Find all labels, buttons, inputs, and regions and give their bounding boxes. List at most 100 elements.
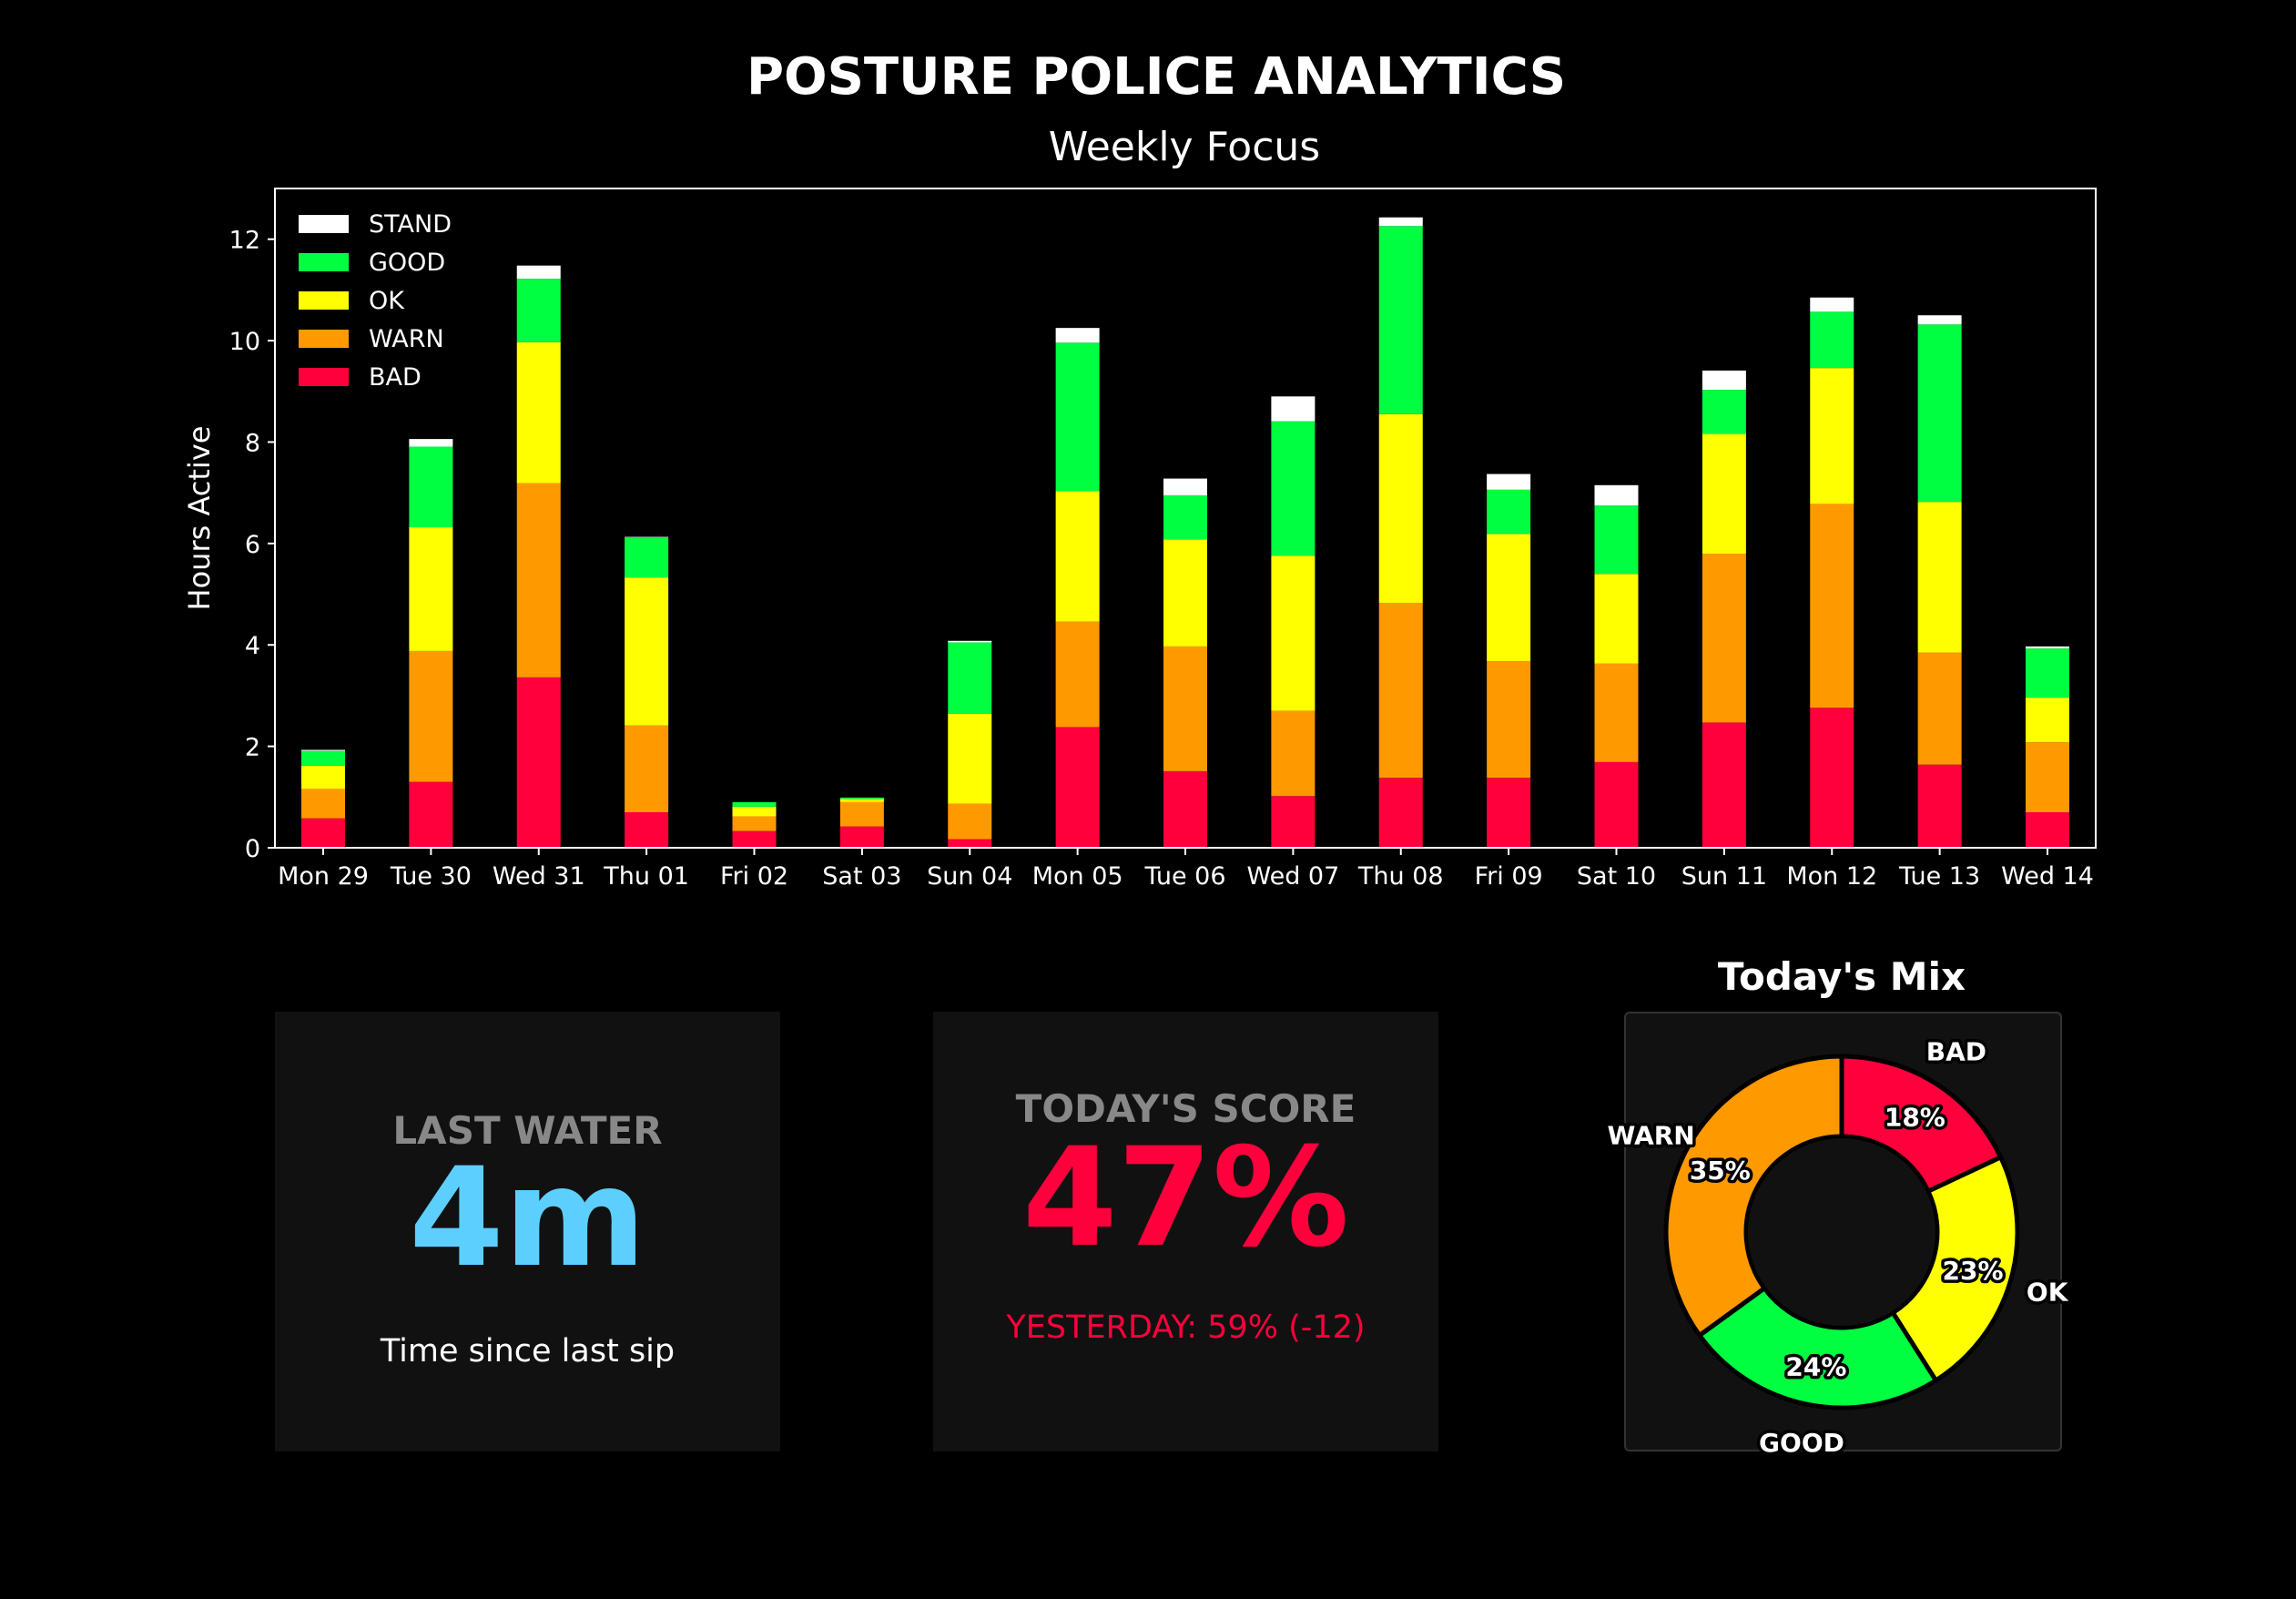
bar-segment-stand — [1702, 370, 1746, 391]
bar-segment-good — [1594, 505, 1639, 575]
donut-category-label: GOOD — [1759, 1428, 1844, 1458]
y-tick-label: 6 — [245, 531, 260, 559]
x-tick-label: Fri 02 — [720, 862, 788, 891]
bar-segment-good — [625, 537, 669, 578]
bar-segment-good — [1917, 324, 1962, 503]
bar-segment-good — [839, 797, 884, 800]
donut-percent-label: 18% — [1885, 1102, 1946, 1132]
bar-segment-ok — [625, 577, 669, 726]
bar-segment-warn — [1702, 553, 1746, 723]
bar-segment-good — [301, 750, 345, 766]
bar-segment-stand — [516, 265, 561, 280]
legend-swatch-bad — [299, 368, 349, 386]
x-tick-label: Mon 29 — [278, 862, 369, 891]
bar-segment-warn — [1487, 661, 1531, 779]
bar-segment-ok — [516, 341, 561, 484]
x-tick-label: Tue 13 — [1898, 862, 1980, 891]
last-water-label: LAST WATER — [392, 1108, 663, 1153]
bar-segment-stand — [1055, 328, 1100, 343]
bar-segment-bad — [409, 781, 453, 848]
yesterday-comparison: YESTERDAY: 59% (-12) — [1006, 1309, 1366, 1346]
bar-segment-ok — [301, 765, 345, 789]
bar-segment-good — [732, 801, 777, 807]
bar-segment-stand — [1163, 478, 1207, 495]
x-tick-label: Wed 14 — [2001, 862, 2094, 891]
bar-segment-bad — [948, 839, 992, 848]
donut-hole — [1748, 1138, 1935, 1326]
bar-segment-ok — [1810, 368, 1854, 504]
bar-segment-stand — [1487, 474, 1531, 490]
bar-segment-stand — [1594, 484, 1639, 506]
legend-label-stand: STAND — [369, 210, 452, 239]
bar-segment-bad — [301, 818, 345, 848]
bar-segment-bad — [1271, 796, 1316, 848]
bar-segment-warn — [839, 801, 884, 827]
bar-segment-good — [409, 446, 453, 528]
y-tick-label: 4 — [245, 632, 260, 660]
today-score-value: 47% — [1021, 1119, 1350, 1278]
donut-percent-label: 24% — [1785, 1351, 1846, 1381]
bar-segment-good — [1163, 494, 1207, 540]
plot-frame — [274, 188, 2097, 849]
bar-segment-ok — [1702, 433, 1746, 554]
today-score-label: TODAY'S SCORE — [1015, 1086, 1356, 1131]
bar-segment-bad — [732, 830, 777, 848]
bar-segment-warn — [1378, 603, 1423, 779]
x-tick-label: Wed 31 — [493, 862, 585, 891]
legend-label-bad: BAD — [369, 363, 422, 392]
bar-segment-ok — [2026, 698, 2069, 743]
bar-segment-warn — [516, 483, 561, 677]
x-tick-label: Mon 05 — [1032, 862, 1123, 891]
x-tick-label: Tue 30 — [390, 862, 472, 891]
bar-segment-bad — [1917, 764, 1962, 848]
x-tick-label: Sun 11 — [1681, 862, 1767, 891]
bar-segment-good — [2026, 648, 2069, 698]
last-water-value: 4m — [409, 1139, 646, 1298]
stacked-bar-chart: Mon 29 Tue 30 Wed 31 Thu 01 Fri 02 Sat 03 Sun … — [182, 188, 2097, 891]
bar-segment-stand — [1810, 297, 1854, 312]
legend-label-good: GOOD — [369, 249, 445, 277]
bar-segment-ok — [1378, 413, 1423, 604]
bar-segment-good — [516, 279, 561, 342]
last-water-card: LAST WATER 4m Time since last sip — [275, 1012, 780, 1451]
bar-segment-bad — [839, 826, 884, 848]
bar-segment-warn — [1917, 652, 1962, 765]
x-tick-label: Tue 06 — [1143, 862, 1225, 891]
bar-segment-bad — [1594, 761, 1639, 848]
bar-segment-stand — [1917, 315, 1962, 325]
bar-segment-ok — [1271, 555, 1316, 711]
x-tick-label: Mon 12 — [1786, 862, 1877, 891]
bar-segment-bad — [1163, 770, 1207, 848]
y-tick-label: 0 — [245, 835, 260, 863]
donut-chart: Today's Mix 18% BAD 23% OK 24% GOOD 35% WARN — [1604, 954, 2072, 1461]
chart-subtitle: Weekly Focus — [1048, 124, 1321, 170]
bar-segment-bad — [625, 812, 669, 848]
bar-segment-warn — [1271, 710, 1316, 797]
bar-segment-stand — [409, 439, 453, 447]
bar-segment-bad — [1378, 778, 1423, 848]
bar-segment-ok — [948, 713, 992, 804]
bar-segment-ok — [732, 806, 777, 817]
bar-segment-good — [1378, 226, 1423, 414]
legend-label-ok: OK — [369, 287, 405, 315]
bar-segment-good — [948, 642, 992, 714]
y-tick-label: 2 — [245, 734, 260, 762]
bar-segment-bad — [2026, 812, 2069, 848]
bar-segment-warn — [409, 650, 453, 782]
x-tick-label: Fri 09 — [1475, 862, 1543, 891]
bar-segment-ok — [1163, 539, 1207, 647]
bar-segment-good — [1810, 311, 1854, 369]
bar-segment-warn — [2026, 742, 2069, 813]
today-score-card: TODAY'S SCORE 47% YESTERDAY: 59% (-12) — [933, 1012, 1438, 1451]
bar-segment-good — [1487, 489, 1531, 535]
x-tick-label: Wed 07 — [1246, 862, 1339, 891]
donut-title: Today's Mix — [1718, 954, 1966, 999]
bar-segment-ok — [1594, 574, 1639, 664]
x-tick-label: Sun 04 — [927, 862, 1012, 891]
donut-category-label: WARN — [1607, 1120, 1694, 1150]
x-tick-label: Sat 10 — [1577, 862, 1656, 891]
bar-segment-ok — [1055, 491, 1100, 622]
bar-segment-ok — [409, 527, 453, 651]
page-title: POSTURE POLICE ANALYTICS — [746, 47, 1567, 107]
bar-segment-ok — [839, 799, 884, 802]
